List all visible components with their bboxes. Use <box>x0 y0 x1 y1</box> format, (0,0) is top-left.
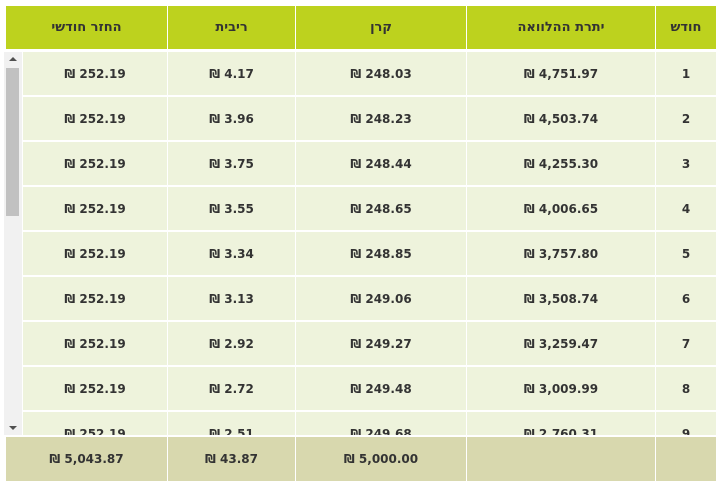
table-cell: 6 <box>656 277 716 320</box>
column-header[interactable]: קרן <box>296 6 466 49</box>
table-cell: 248.44 ₪ <box>296 142 466 185</box>
table-cell: 252.19 ₪ <box>23 367 167 410</box>
table-cell: 3,259.47 ₪ <box>467 322 655 365</box>
table-cell: 252.19 ₪ <box>23 232 167 275</box>
total-cell: 5,043.87 ₪ <box>6 437 167 481</box>
table-cell: 2 <box>656 97 716 140</box>
table-body: 1 4,751.97 ₪ 248.03 ₪ 4.17 ₪ 252.19 ₪ 2 4,503.… <box>0 52 716 435</box>
table-cell: 4,255.30 ₪ <box>467 142 655 185</box>
table-cell: 3,757.80 ₪ <box>467 232 655 275</box>
table-cell: 248.85 ₪ <box>296 232 466 275</box>
table-cell: 252.19 ₪ <box>23 97 167 140</box>
table-cell: 3 <box>656 142 716 185</box>
table-cell: 252.19 ₪ <box>23 142 167 185</box>
total-cell: 5,000.00 ₪ <box>296 437 466 481</box>
table-cell: 2.72 ₪ <box>168 367 295 410</box>
table-cell: 3.55 ₪ <box>168 187 295 230</box>
table-cell: 3.13 ₪ <box>168 277 295 320</box>
table-cell: 4 <box>656 187 716 230</box>
empty-cell <box>656 437 716 481</box>
table-cell: 2,760.31 ₪ <box>467 412 655 435</box>
column-header[interactable]: ריבית <box>168 6 295 49</box>
table-cell: 252.19 ₪ <box>23 277 167 320</box>
table-cell: 249.48 ₪ <box>296 367 466 410</box>
table-cell: 4,751.97 ₪ <box>467 52 655 95</box>
empty-cell <box>467 437 655 481</box>
table-cell: 3.34 ₪ <box>168 232 295 275</box>
table-cell: 248.65 ₪ <box>296 187 466 230</box>
table-cell: 3,508.74 ₪ <box>467 277 655 320</box>
table-cell: 9 <box>656 412 716 435</box>
table-cell: 2.51 ₪ <box>168 412 295 435</box>
scrollbar[interactable] <box>4 52 22 435</box>
column-header[interactable]: החזר חודשי <box>6 6 167 49</box>
table-cell: 5 <box>656 232 716 275</box>
table-cell: 4,006.65 ₪ <box>467 187 655 230</box>
table-cell: 248.23 ₪ <box>296 97 466 140</box>
table-cell: 7 <box>656 322 716 365</box>
table-cell: 249.27 ₪ <box>296 322 466 365</box>
table-cell: 249.06 ₪ <box>296 277 466 320</box>
table-cell: 252.19 ₪ <box>23 187 167 230</box>
table-cell: 3.75 ₪ <box>168 142 295 185</box>
table-cell: 8 <box>656 367 716 410</box>
table-cell: 3,009.99 ₪ <box>467 367 655 410</box>
table-cell: 252.19 ₪ <box>23 52 167 95</box>
table-cell: 252.19 ₪ <box>23 322 167 365</box>
column-header[interactable]: יתרת ההלוואה <box>467 6 655 49</box>
table-cell: 248.03 ₪ <box>296 52 466 95</box>
table-cell: 3.96 ₪ <box>168 97 295 140</box>
table-cell: 2.92 ₪ <box>168 322 295 365</box>
table-cell: 252.19 ₪ <box>23 412 167 435</box>
table-cell: 1 <box>656 52 716 95</box>
column-header[interactable]: חודש <box>656 6 716 49</box>
table-cell: 4.17 ₪ <box>168 52 295 95</box>
table-cell: 249.68 ₪ <box>296 412 466 435</box>
table-cell: 4,503.74 ₪ <box>467 97 655 140</box>
total-cell: 43.87 ₪ <box>168 437 295 481</box>
